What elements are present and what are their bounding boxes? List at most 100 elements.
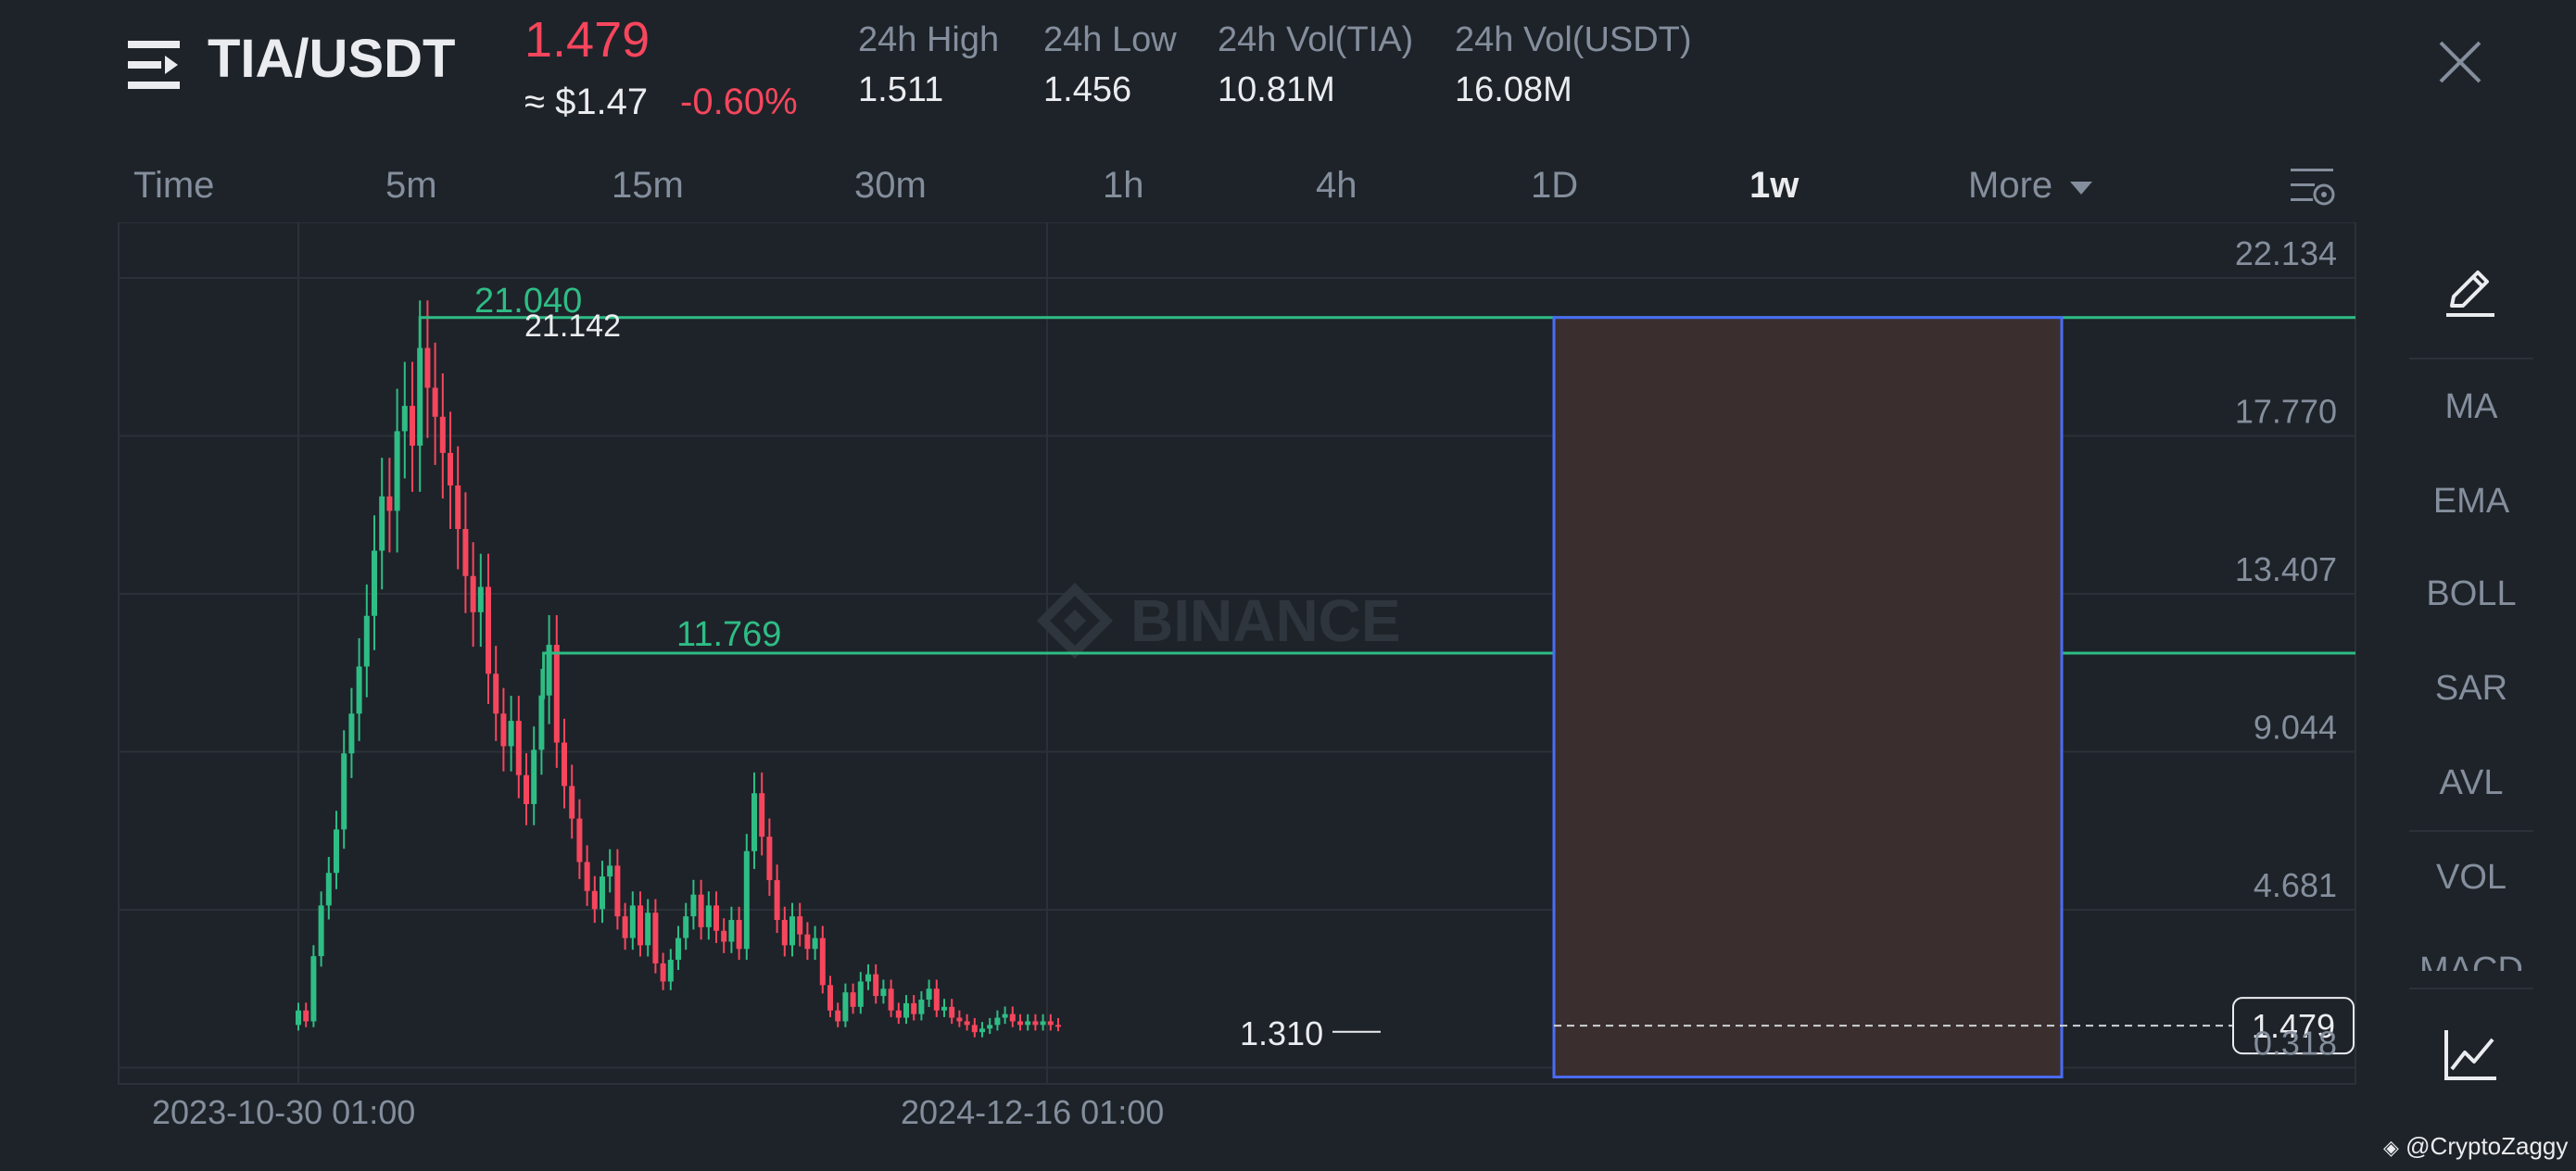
candle-body <box>888 988 894 1011</box>
binance-watermark: BINANCE <box>1036 582 1401 660</box>
candle-body <box>880 988 887 997</box>
tab-1d[interactable]: 1D <box>1531 165 1579 206</box>
tab-30m[interactable]: 30m <box>854 165 927 206</box>
candle-body <box>394 431 400 511</box>
binance-logo-icon <box>1036 582 1114 660</box>
candle-body <box>865 974 871 982</box>
candle-body <box>721 930 727 942</box>
tab-5m[interactable]: 5m <box>385 165 437 206</box>
candle-body <box>645 913 651 946</box>
indicator-sar[interactable]: SAR <box>2434 669 2508 708</box>
indicator-ema[interactable]: EMA <box>2432 482 2510 521</box>
candle-body <box>591 890 598 910</box>
candle-body <box>895 1010 902 1018</box>
price-axis-label: 17.770 <box>2235 393 2337 431</box>
tab-1h[interactable]: 1h <box>1103 165 1144 206</box>
candle-body <box>614 865 621 917</box>
candle-body <box>310 956 317 1022</box>
candle-body <box>789 916 795 946</box>
candle-body <box>857 981 864 1007</box>
date-axis-label: 2023-10-30 01:00 <box>152 1093 415 1131</box>
price-axis-label: 0.318 <box>2254 1025 2337 1063</box>
candle-body <box>486 586 491 674</box>
logo-icon: ◈ <box>2383 1136 2399 1159</box>
candle-body <box>827 985 833 1011</box>
candle-body <box>584 862 590 891</box>
candle-body <box>751 793 757 851</box>
candle-body <box>531 749 537 804</box>
candle-body <box>683 916 689 938</box>
tab-15m[interactable]: 15m <box>612 165 684 206</box>
pencil-draw-icon[interactable] <box>2443 265 2498 321</box>
candle-body <box>470 575 476 612</box>
candle-body <box>842 992 849 1022</box>
candle-body <box>759 793 765 837</box>
price-axis-label: 9.044 <box>2254 709 2337 747</box>
indicator-ma[interactable]: MA <box>2444 387 2498 426</box>
candle-body <box>386 496 393 511</box>
line-chart-icon[interactable] <box>2443 1026 2498 1082</box>
tab-4h[interactable]: 4h <box>1316 165 1357 206</box>
candle-body <box>667 960 674 982</box>
watermark-text: BINANCE <box>1130 587 1401 654</box>
indicator-vol[interactable]: VOL <box>2435 858 2507 897</box>
candle-body <box>477 586 484 612</box>
candle-body <box>538 695 545 750</box>
date-axis-label: 2024-12-16 01:00 <box>901 1093 1164 1131</box>
candle-body <box>949 1006 955 1018</box>
price-axis-label: 4.681 <box>2254 866 2337 904</box>
credit-text: @CryptoZaggy <box>2406 1132 2569 1160</box>
stat-label-24h-vol-tia: 24h Vol(TIA) <box>1218 20 1414 59</box>
candle-body <box>918 999 925 1014</box>
candle-body <box>835 1010 841 1022</box>
candle-body <box>743 850 750 950</box>
trading-pair-title[interactable]: TIA/USDT <box>208 29 456 89</box>
candle-body <box>903 1002 909 1018</box>
candle-body <box>1017 1021 1023 1026</box>
candle-body <box>956 1017 963 1022</box>
candle-body <box>348 713 355 754</box>
high-label: 21.040 <box>474 282 582 321</box>
chart-settings-icon[interactable] <box>2289 165 2337 209</box>
indicator-avl[interactable]: AVL <box>2439 763 2504 802</box>
candle-body <box>971 1025 978 1033</box>
indicator-boll[interactable]: BOLL <box>2426 574 2517 613</box>
chevron-down-icon[interactable] <box>2070 182 2092 195</box>
credit-watermark: ◈ @CryptoZaggy <box>2383 1132 2568 1161</box>
candle-body <box>804 934 811 950</box>
menu-icon[interactable] <box>128 39 183 91</box>
close-icon[interactable] <box>2437 39 2483 85</box>
candle-body <box>424 347 431 388</box>
candle-body <box>797 916 803 935</box>
candle-body <box>401 406 408 432</box>
candle-body <box>1009 1014 1016 1022</box>
candle-body <box>553 645 560 743</box>
tab-more[interactable]: More <box>1968 165 2053 206</box>
candle-body <box>546 645 552 696</box>
candle-body <box>325 873 332 906</box>
tab-time[interactable]: Time <box>133 165 215 206</box>
candle-body <box>1040 1021 1046 1026</box>
candle-body <box>455 485 461 529</box>
stat-value-24h-vol-tia: 10.81M <box>1218 70 1335 109</box>
candle-body <box>933 988 940 1011</box>
toolbar-divider <box>2409 830 2533 832</box>
price-change-percent: -0.60% <box>680 82 798 122</box>
candle-body <box>379 496 385 551</box>
price-axis-label: 22.134 <box>2235 234 2337 272</box>
high-marker: 21.142 <box>524 308 621 344</box>
stat-value-24h-low: 1.456 <box>1043 70 1132 109</box>
candle-body <box>296 1010 301 1026</box>
candle-body <box>562 742 567 787</box>
candle-body <box>926 988 932 1000</box>
candle-body <box>964 1021 970 1026</box>
indicator-macd[interactable]: MACD <box>2419 951 2523 971</box>
candle-body <box>576 818 583 863</box>
candle-body <box>652 913 659 963</box>
stat-value-24h-high: 1.511 <box>858 70 944 109</box>
price-axis-label: 13.407 <box>2235 550 2337 588</box>
tab-1w[interactable]: 1w <box>1749 165 1799 206</box>
candle-body <box>676 938 681 961</box>
candle-body <box>819 938 826 986</box>
